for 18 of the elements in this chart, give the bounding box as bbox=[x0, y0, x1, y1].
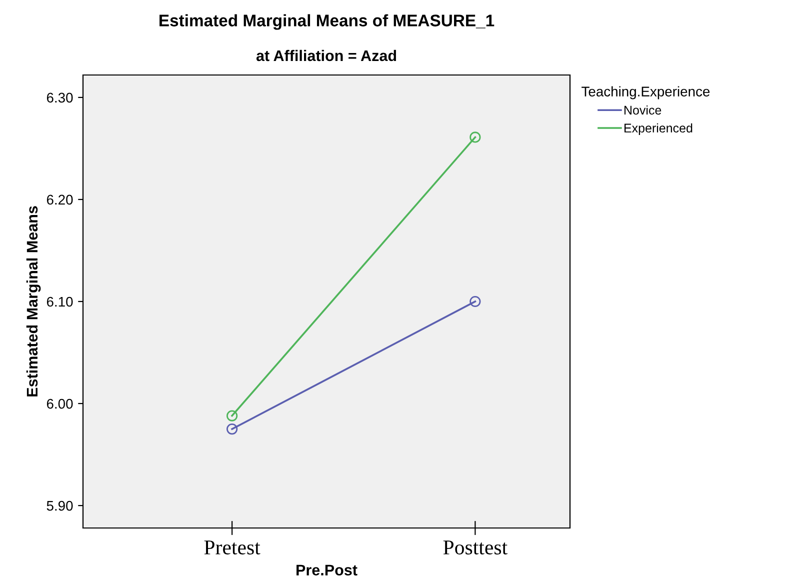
point bbox=[470, 132, 481, 143]
chart-subtitle: at Affiliation = Azad bbox=[256, 50, 396, 62]
x-tick-label: Posttest bbox=[443, 540, 508, 554]
y-tick-label: 5.90 bbox=[46, 500, 73, 511]
point bbox=[470, 296, 481, 308]
y-axis-title: Estimated Marginal Means bbox=[26, 206, 41, 396]
point bbox=[226, 410, 238, 422]
y-tick-label: 6.20 bbox=[46, 194, 73, 205]
x-tick-label: Pretest bbox=[204, 540, 260, 554]
y-tick-label: 6.10 bbox=[46, 296, 73, 307]
legend-label: Experienced bbox=[624, 123, 692, 135]
legend-label: Novice bbox=[624, 105, 662, 115]
x-axis-title: Pre.Post bbox=[296, 564, 358, 576]
y-tick-label: 6.30 bbox=[46, 92, 73, 103]
point bbox=[226, 423, 238, 435]
legend-title: Teaching.Experience bbox=[582, 86, 710, 100]
chart-title: Estimated Marginal Means of MEASURE_1 bbox=[160, 14, 494, 30]
y-tick-label: 6.00 bbox=[46, 398, 73, 409]
